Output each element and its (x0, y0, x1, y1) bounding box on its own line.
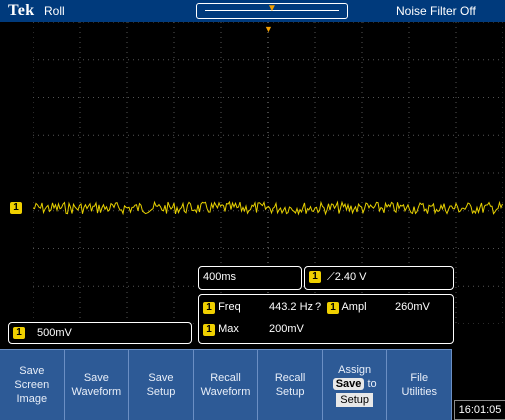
recall-waveform-button[interactable]: Recall Waveform (194, 350, 259, 420)
timebase-value: 400ms (203, 271, 237, 283)
recall-setup-button[interactable]: Recall Setup (258, 350, 323, 420)
measurement-ampl-value: 260mV (395, 301, 430, 313)
trigger-point-icon: ▼ (264, 24, 273, 34)
measurement-freq-flag: ? (315, 301, 322, 313)
rising-edge-icon: ⟋ (327, 271, 335, 283)
vertical-scale-value: 500mV (37, 327, 72, 339)
trigger-readout: 1 ⟋2.40 V (304, 266, 454, 290)
assign-save-option: Save (332, 378, 365, 390)
save-screen-image-button[interactable]: Save Screen Image (0, 350, 65, 420)
clock: 16:01:05 (454, 400, 505, 420)
assign-save-button[interactable]: Assign Save to Setup (323, 350, 388, 420)
trigger-position-marker-icon: ▼ (267, 3, 277, 14)
channel-1-badge: 1 (13, 327, 25, 339)
acquisition-mode: Roll (44, 4, 65, 18)
measurement-freq-value: 443.2 Hz (269, 301, 314, 313)
noise-filter-status: Noise Filter Off (396, 4, 476, 18)
measurement-max-value: 200mV (269, 323, 304, 335)
trigger-source: 1 (309, 271, 321, 283)
timebase-readout: 400ms (198, 266, 302, 290)
measurements-panel: 1 Freq 443.2 Hz ? 1 Ampl 260mV 1 Max 200… (198, 294, 454, 344)
bottom-softkey-menu: Save Screen Image Save Waveform Save Setup … (0, 349, 453, 420)
brand-logo: Tek (8, 2, 35, 19)
save-waveform-button[interactable]: Save Waveform (65, 350, 130, 420)
channel-1-scale-readout[interactable]: 1 500mV (8, 322, 192, 344)
measurement-freq: 1 Freq (203, 301, 241, 314)
save-setup-button[interactable]: Save Setup (129, 350, 194, 420)
channel-1-ground-marker[interactable]: 1 (10, 202, 22, 214)
trigger-position-bar: ▼ (196, 3, 348, 19)
measurement-max: 1 Max (203, 323, 239, 336)
status-bar: Tek Roll ▼ Noise Filter Off (0, 0, 505, 22)
trigger-level: ⟋2.40 V (327, 271, 367, 283)
file-utilities-button[interactable]: File Utilities (387, 350, 453, 420)
assign-setup-option: Setup (336, 393, 374, 407)
measurement-ampl: 1 Ampl (327, 301, 367, 314)
